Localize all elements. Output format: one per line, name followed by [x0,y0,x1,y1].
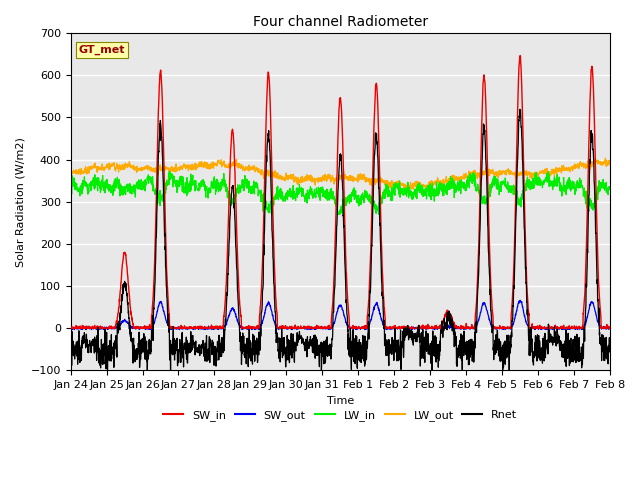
X-axis label: Time: Time [326,396,354,406]
Legend: SW_in, SW_out, LW_in, LW_out, Rnet: SW_in, SW_out, LW_in, LW_out, Rnet [159,406,522,426]
Text: GT_met: GT_met [79,45,125,55]
Y-axis label: Solar Radiation (W/m2): Solar Radiation (W/m2) [15,137,25,266]
Title: Four channel Radiometer: Four channel Radiometer [253,15,428,29]
